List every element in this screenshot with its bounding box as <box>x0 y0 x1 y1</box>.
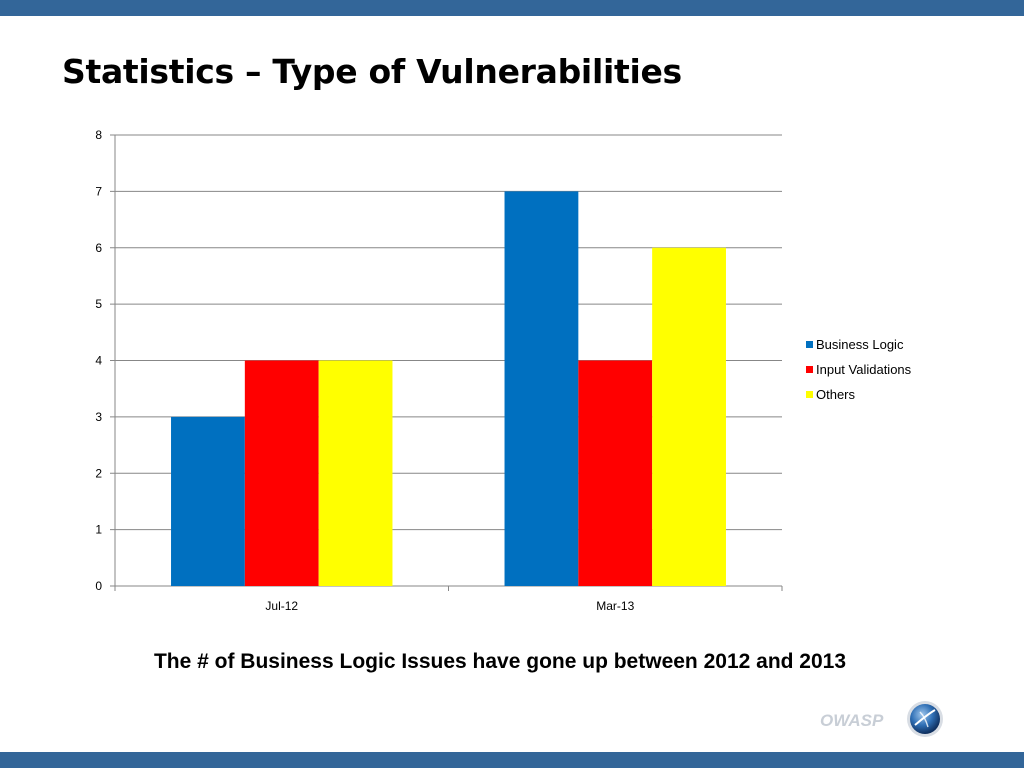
bar <box>504 191 579 586</box>
logo-text: OWASP <box>820 711 884 730</box>
tick-labels: 0 1 2 3 4 5 6 7 8 Jul-12 Mar-13 <box>95 128 634 613</box>
y-tick-label: 5 <box>95 297 102 311</box>
y-tick-label: 3 <box>95 410 102 424</box>
legend-label: Business Logic <box>816 337 904 352</box>
y-tick-label: 1 <box>95 523 102 537</box>
bar-chart: 0 1 2 3 4 5 6 7 8 Jul-12 Mar-13 Business Logic Inpu… <box>95 128 912 613</box>
bar <box>578 360 653 586</box>
legend-swatch <box>806 366 813 373</box>
bar <box>652 247 726 586</box>
owasp-logo: OWASP <box>818 700 948 740</box>
y-tick-label: 8 <box>95 128 102 142</box>
x-tick-label: Mar-13 <box>596 599 634 613</box>
y-tick-label: 7 <box>95 184 102 198</box>
legend-label: Others <box>816 387 856 402</box>
y-tick-label: 6 <box>95 241 102 255</box>
slide-title: Statistics – Type of Vulnerabilities <box>62 52 682 91</box>
top-theme-bar <box>0 0 1024 16</box>
y-tick-label: 4 <box>95 354 102 368</box>
bars <box>171 191 726 586</box>
legend-swatch <box>806 341 813 348</box>
legend: Business Logic Input Validations Others <box>806 337 912 402</box>
x-tick-label: Jul-12 <box>265 599 298 613</box>
y-tick-label: 0 <box>95 579 102 593</box>
legend-swatch <box>806 391 813 398</box>
legend-label: Input Validations <box>816 362 912 377</box>
bar <box>171 416 245 586</box>
slide-caption: The # of Business Logic Issues have gone… <box>153 650 847 673</box>
bar <box>318 360 393 586</box>
y-tick-label: 2 <box>95 466 102 480</box>
owasp-wasp-icon <box>907 701 943 737</box>
bar <box>244 360 319 586</box>
bottom-theme-bar <box>0 752 1024 768</box>
